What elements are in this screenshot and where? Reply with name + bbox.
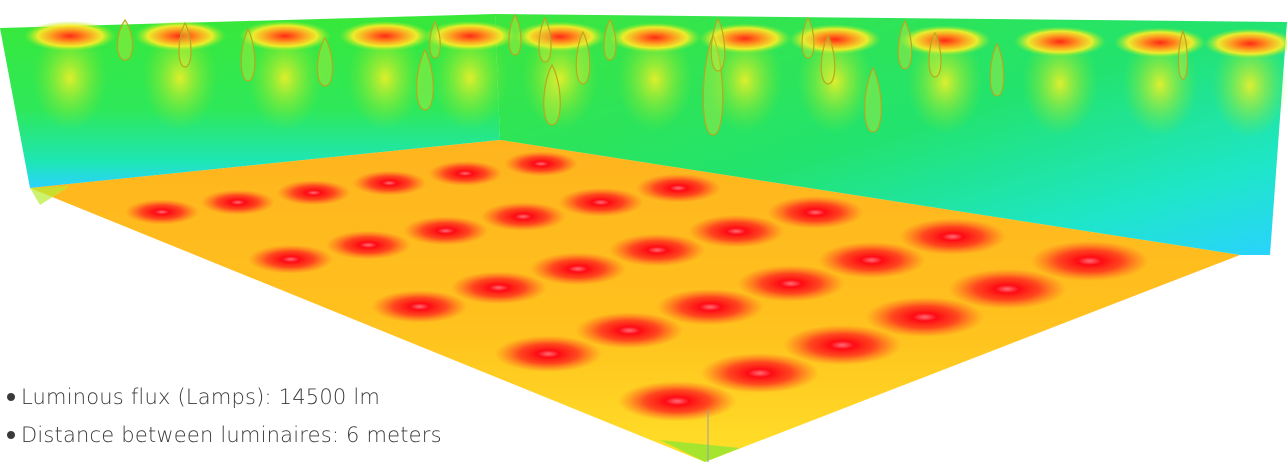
luminaire-reflection xyxy=(820,34,836,85)
floor-hot-spot xyxy=(200,189,275,215)
floor-hot-spot xyxy=(618,381,737,422)
floor-hot-spot xyxy=(783,325,902,366)
floor-hot-spot xyxy=(450,271,547,305)
wall-drip-layer xyxy=(116,13,1189,136)
luminaire-reflection xyxy=(178,21,192,68)
luminaire-reflection xyxy=(543,63,561,126)
bullet-icon xyxy=(7,392,15,401)
luminaire-reflection xyxy=(116,18,134,61)
wall-spot-layer xyxy=(24,21,1287,59)
luminaire-reflection xyxy=(801,16,815,59)
floor-hot-spot xyxy=(371,290,468,323)
floor-corner-left xyxy=(30,186,70,205)
floor-hot-spot xyxy=(818,241,926,279)
floor-hot-spot xyxy=(656,288,764,326)
floor-hot-spot xyxy=(558,187,644,217)
wall-glow xyxy=(432,26,508,130)
luminaire-reflection xyxy=(897,19,913,70)
bullet-icon xyxy=(7,430,15,439)
floor-hot-spot xyxy=(767,196,864,229)
floor-hot-spot xyxy=(248,244,334,274)
wall-spot xyxy=(339,21,431,51)
luminaire-distance-item: Distance between luminaires: 6 meters xyxy=(4,416,442,454)
luminaire-distance-text: Distance between luminaires: 6 meters xyxy=(21,423,442,447)
floor-hot-spot xyxy=(529,252,626,286)
floor-hot-spot xyxy=(609,233,706,267)
wall-spot xyxy=(424,21,516,51)
floor-hot-spot xyxy=(688,214,785,248)
floor-hot-spot xyxy=(352,170,427,196)
luminous-flux-item: Luminous flux (Lamps): 14500 lm xyxy=(4,378,442,416)
wall-glow xyxy=(247,26,323,130)
wall-spot xyxy=(899,25,991,56)
luminaire-reflection xyxy=(928,31,942,78)
luminaire-reflection xyxy=(416,48,434,111)
wall-glow xyxy=(907,30,983,135)
floor-hot-spot xyxy=(700,353,819,394)
wall-glow xyxy=(32,26,108,130)
floor-corner-bottom xyxy=(660,440,740,462)
luminaire-reflection xyxy=(864,66,882,133)
luminaire-reflection xyxy=(316,36,334,87)
wall-spot xyxy=(609,22,701,53)
floor-hot-spot xyxy=(898,218,1007,255)
floor-hot-spot xyxy=(635,173,721,203)
floor-hot-spot xyxy=(1030,240,1149,282)
luminaire-reflection xyxy=(538,16,552,63)
wall-spot xyxy=(514,21,606,52)
wall-glow xyxy=(522,26,598,131)
floor-spot-layer xyxy=(125,151,1149,422)
floor-hot-spot xyxy=(737,265,845,302)
wall-spot xyxy=(789,24,881,55)
wall-glow-layer xyxy=(32,26,1287,138)
lighting-parameters: Luminous flux (Lamps): 14500 lm Distance… xyxy=(4,378,442,454)
luminaire-reflection xyxy=(575,30,591,85)
wall-glow xyxy=(707,28,783,133)
floor-hot-spot xyxy=(865,297,984,338)
floor-hot-spot xyxy=(403,216,489,246)
floor-hot-spot xyxy=(276,180,351,206)
floor-hot-spot xyxy=(325,230,411,260)
wall-glow xyxy=(1212,33,1287,138)
floor-hot-spot xyxy=(948,268,1067,310)
floor-hot-spot xyxy=(125,199,199,225)
floor-hot-spot xyxy=(494,335,603,373)
luminaire-reflection xyxy=(508,13,522,56)
floor-hot-spot xyxy=(480,202,566,231)
wall-glow xyxy=(617,27,693,132)
luminaire-reflection xyxy=(603,18,617,61)
luminaire-reflection xyxy=(429,20,441,59)
wall-glow xyxy=(1022,31,1098,136)
wall-spot xyxy=(1114,27,1206,58)
luminaire-reflection xyxy=(989,42,1005,97)
floor-hot-spot xyxy=(575,312,683,349)
floor-hot-spot xyxy=(504,151,578,177)
wall-spot xyxy=(1204,28,1287,59)
floor-hot-spot xyxy=(428,160,503,186)
wall-glow xyxy=(347,26,423,130)
luminaire-reflection xyxy=(702,33,724,136)
luminaire-reflection xyxy=(240,27,256,82)
wall-spot xyxy=(239,21,331,51)
luminaire-reflection xyxy=(710,17,726,72)
luminous-flux-text: Luminous flux (Lamps): 14500 lm xyxy=(21,385,381,409)
wall-spot xyxy=(24,21,116,51)
wall-glow xyxy=(797,29,873,134)
luminaire-reflection xyxy=(1177,29,1189,80)
wall-glow xyxy=(142,26,218,130)
wall-spot xyxy=(1014,26,1106,57)
